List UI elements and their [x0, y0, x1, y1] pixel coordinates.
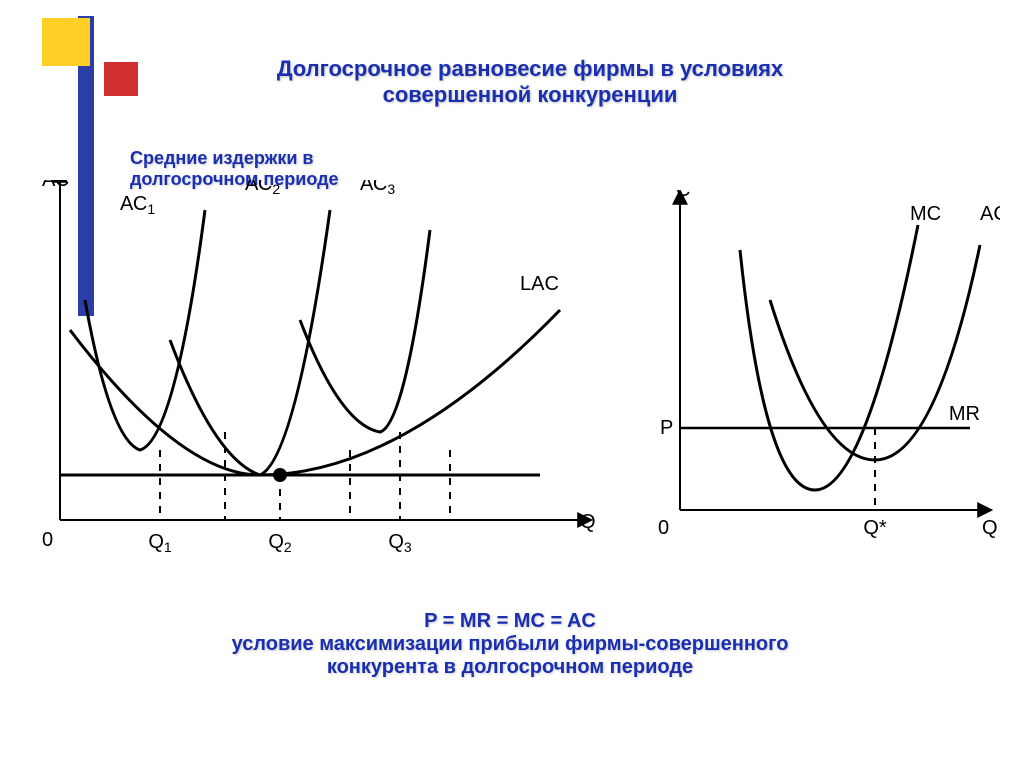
curve-LAC — [70, 310, 560, 475]
curve-AC2 — [170, 210, 330, 475]
curve-label-AC1: АС1 — [120, 193, 155, 217]
tick-Q3: Q3 — [388, 531, 412, 555]
chart-right: C 0 Q P MR MC AC Q* — [650, 190, 1000, 580]
y-axis-label: АС — [42, 180, 69, 191]
x-axis-label: Q — [982, 517, 998, 539]
decor-yellow-square — [42, 18, 90, 66]
page-title: Долгосрочное равновесие фирмы в условиях… — [210, 56, 850, 108]
x-axis-label: Q — [580, 511, 596, 533]
title-line-2: совершенной конкуренции — [210, 82, 850, 108]
curve-MC — [740, 225, 918, 490]
chart-left: АС 0 Q АС1 АС2 АС3 LAC Q1 Q2 Q3 — [40, 180, 600, 580]
tick-Q1: Q1 — [148, 531, 172, 555]
footer-condition: P = MR = MC = AC условие максимизации пр… — [150, 610, 870, 679]
footer-line-3: конкурента в долгосрочном периоде — [150, 656, 870, 679]
curve-label-AC: AC — [980, 203, 1000, 225]
origin-label: 0 — [42, 529, 53, 551]
tick-Q2: Q2 — [268, 531, 292, 555]
y-axis-label: C — [676, 190, 690, 201]
p-label: P — [660, 417, 673, 439]
title-line-1: Долгосрочное равновесие фирмы в условиях — [210, 56, 850, 82]
curve-AC3 — [300, 230, 430, 432]
curve-label-AC2: АС2 — [245, 180, 280, 197]
origin-label: 0 — [658, 517, 669, 539]
mr-label: MR — [949, 403, 980, 425]
footer-line-2: условие максимизации прибыли фирмы-совер… — [150, 633, 870, 656]
footer-line-1: P = MR = MC = AC — [150, 610, 870, 633]
subtitle-line-1: Средние издержки в — [130, 148, 339, 169]
curve-label-LAC: LAC — [520, 273, 559, 295]
curve-label-MC: MC — [910, 203, 941, 225]
curve-label-AC3: АС3 — [360, 180, 395, 197]
qstar-label: Q* — [863, 517, 887, 539]
decor-red-square — [104, 62, 138, 96]
